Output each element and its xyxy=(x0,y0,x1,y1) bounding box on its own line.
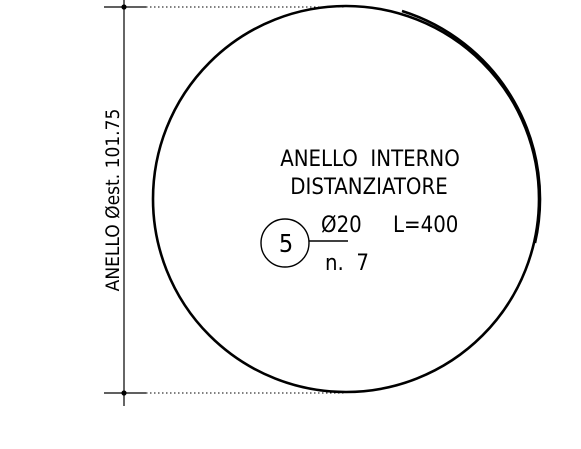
bar-count: n. 7 xyxy=(325,251,369,276)
bar-length: L=400 xyxy=(393,213,458,238)
bar-diameter: Ø20 xyxy=(321,213,362,238)
dimension-line xyxy=(104,0,345,406)
ring-title-line1: ANELLO INTERNO xyxy=(280,147,460,172)
dimension-bottom-dot xyxy=(121,390,127,396)
dimension-label: ANELLO Øest. 101.75 xyxy=(102,109,124,292)
bar-mark-number: 5 xyxy=(279,229,293,258)
bar-mark-circle xyxy=(260,218,310,268)
ring-title-line2: DISTANZIATORE xyxy=(290,175,448,200)
ring-overlap-arc xyxy=(401,9,542,244)
dimension-top-dot xyxy=(121,4,127,10)
